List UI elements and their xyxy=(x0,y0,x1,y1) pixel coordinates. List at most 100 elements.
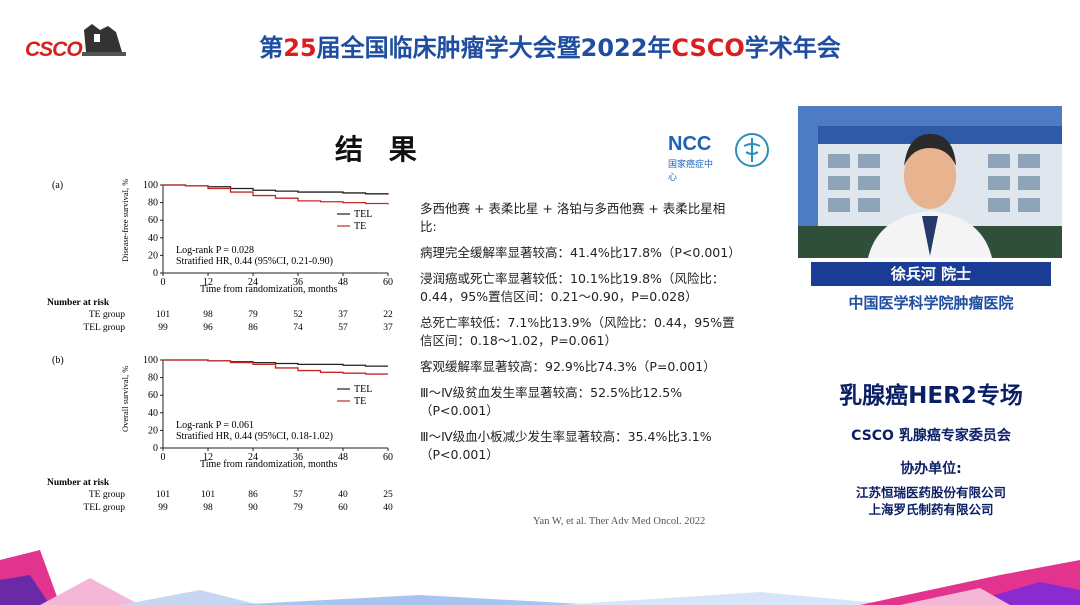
b-risk-value: 101 xyxy=(156,490,171,500)
b-ytick-label: 40 xyxy=(148,408,158,419)
finding-item: Ⅲ～Ⅳ级贫血发生率显著较高：52.5%比12.5%（P<0.001） xyxy=(420,385,683,418)
b-xtick-label: 48 xyxy=(338,452,348,463)
a-xtick-label: 0 xyxy=(161,277,166,288)
chart-a-stat-hr: Stratified HR, 0.44 (95%CI, 0.21-0.90) xyxy=(176,256,333,267)
chart-b-legend-tel: TEL xyxy=(354,384,372,395)
a-ytick-label: 0 xyxy=(153,268,158,279)
csco-logo: CSCO xyxy=(22,22,130,64)
a-risk-value: 101 xyxy=(156,310,171,320)
a-ytick-label: 80 xyxy=(148,198,158,209)
title-csco: CSCO xyxy=(671,34,745,62)
b-series-te-line xyxy=(163,359,388,375)
coorganizer-list: 江苏恒瑞医药股份有限公司 上海罗氏制药有限公司 xyxy=(800,484,1062,518)
coorganizer-label: 协办单位: xyxy=(900,461,962,477)
speaker-video[interactable] xyxy=(798,106,1062,258)
coorganizer-item: 江苏恒瑞医药股份有限公司 xyxy=(855,485,1006,500)
speaker-organization: 中国医学科学院肿瘤医院 xyxy=(848,294,1014,312)
a-risk-group: TE group xyxy=(89,310,125,320)
a-xtick-label: 12 xyxy=(203,277,213,288)
conference-title: 第25届全国临床肿瘤学大会暨2022年CSCO学术年会 xyxy=(150,28,950,63)
session-title: 乳腺癌HER2专场 xyxy=(839,383,1023,409)
chart-b-panel-label: (b) xyxy=(52,355,64,366)
chart-a-panel-label: (a) xyxy=(52,180,63,191)
b-xtick-label: 36 xyxy=(293,452,303,463)
chart-a-xlabel: Time from randomization, months xyxy=(200,284,338,295)
b-risk-value: 99 xyxy=(158,503,168,513)
chart-b-xlabel: Time from randomization, months xyxy=(200,459,338,470)
finding-item: 总死亡率较低：7.1%比13.9%（风险比：0.44，95%置信区间：0.18～… xyxy=(420,315,735,348)
a-risk-value: 96 xyxy=(203,323,213,333)
b-ytick-label: 60 xyxy=(148,390,158,401)
a-xtick-label: 48 xyxy=(338,277,348,288)
presentation-slide xyxy=(45,110,775,550)
a-risk-value: 37 xyxy=(383,323,393,333)
ncc-logo-text: NCC xyxy=(668,133,712,155)
a-risk-value: 74 xyxy=(293,323,303,333)
finding-item: 多西他赛 + 表柔比星 + 洛铂与多西他赛 + 表柔比星相比: xyxy=(420,201,726,234)
logo-text: CSCO xyxy=(25,38,83,61)
finding-item: 浸润癌或死亡率显著较低：10.1%比19.8%（风险比：0.44，95%置信区间… xyxy=(420,271,725,304)
b-risk-value: 101 xyxy=(201,490,216,500)
a-risk-value: 57 xyxy=(338,323,348,333)
a-ytick-label: 100 xyxy=(143,180,158,191)
chart-a-risk-header: Number at risk xyxy=(47,298,110,308)
a-risk-value: 86 xyxy=(248,323,258,333)
finding-item: 客观缓解率显著较高：92.9%比74.3%（P=0.001） xyxy=(420,359,716,374)
finding-item: Ⅲ～Ⅳ级血小板减少发生率显著较高：35.4%比3.1%（P<0.001） xyxy=(420,429,712,462)
slide-title: 结 果 xyxy=(335,133,425,166)
b-ytick-label: 20 xyxy=(148,425,158,436)
a-risk-value: 22 xyxy=(383,310,393,320)
b-xtick-label: 24 xyxy=(248,452,258,463)
chart-a-ylabel: Disease-free survival, % xyxy=(120,179,130,262)
ncc-logo: NCC 国家癌症中心 xyxy=(668,133,720,183)
footer-decoration xyxy=(0,550,1080,605)
a-xtick-label: 60 xyxy=(383,277,393,288)
a-risk-group: TEL group xyxy=(83,323,125,333)
b-risk-group: TE group xyxy=(89,490,125,500)
b-risk-value: 60 xyxy=(338,503,348,513)
chart-b-stat-logrank: Log-rank P = 0.061 xyxy=(176,420,254,431)
chart-a-legend-te: TE xyxy=(354,221,366,232)
b-risk-value: 79 xyxy=(293,503,303,513)
finding-item: 病理完全缓解率显著较高：41.4%比17.8%（P<0.001） xyxy=(420,245,741,260)
chart-b: (b) Overall survival, % 100 80 60 40 20 0 0 12… xyxy=(52,355,393,470)
citation: Yan W, et al. Ther Adv Med Oncol. 2022 xyxy=(533,516,706,527)
a-risk-value: 37 xyxy=(338,310,348,320)
a-risk-value: 79 xyxy=(248,310,258,320)
b-ytick-label: 0 xyxy=(153,443,158,454)
a-ytick-label: 40 xyxy=(148,233,158,244)
great-wall-icon xyxy=(82,24,126,56)
b-risk-value: 57 xyxy=(293,490,303,500)
speaker-face xyxy=(904,143,956,209)
title-number: 25 xyxy=(283,34,317,62)
chart-b-stat-hr: Stratified HR, 0.44 (95%CI, 0.18-1.02) xyxy=(176,431,333,442)
speaker-video-frame xyxy=(798,106,1062,258)
a-series-te-line xyxy=(163,184,389,205)
coorganizer-item: 上海罗氏制药有限公司 xyxy=(868,502,994,517)
b-risk-value: 90 xyxy=(248,503,258,513)
chart-b-legend-te: TE xyxy=(354,396,366,407)
b-xtick-label: 12 xyxy=(203,452,213,463)
a-risk-value: 99 xyxy=(158,323,168,333)
committee-name: CSCO 乳腺癌专家委员会 xyxy=(851,428,1011,444)
b-xtick-label: 0 xyxy=(161,452,166,463)
b-risk-value: 25 xyxy=(383,490,393,500)
title-suffix: 学术年会 xyxy=(744,34,841,62)
a-risk-value: 98 xyxy=(203,310,213,320)
title-middle: 届全国临床肿瘤学大会暨2022年 xyxy=(316,34,672,62)
a-risk-value: 52 xyxy=(293,310,303,320)
b-ytick-label: 80 xyxy=(148,373,158,384)
findings-list: 多西他赛 + 表柔比星 + 洛铂与多西他赛 + 表柔比星相比: 病理完全缓解率显… xyxy=(420,200,741,472)
chart-a-stat-logrank: Log-rank P = 0.028 xyxy=(176,245,254,256)
hospital-emblem-icon xyxy=(734,132,770,172)
chart-b-ylabel: Overall survival, % xyxy=(120,366,130,432)
b-risk-value: 40 xyxy=(383,503,393,513)
speaker-name: 徐兵河 院士 xyxy=(811,262,1051,286)
a-xtick-label: 24 xyxy=(248,277,258,288)
a-ytick-label: 60 xyxy=(148,215,158,226)
chart-b-risk-header: Number at risk xyxy=(47,478,110,488)
chart-a-legend-tel: TEL xyxy=(354,209,372,220)
chart-a: (a) Disease-free survival, % 100 80 60 40 20… xyxy=(52,179,393,295)
b-risk-value: 86 xyxy=(248,490,258,500)
b-risk-value: 40 xyxy=(338,490,348,500)
